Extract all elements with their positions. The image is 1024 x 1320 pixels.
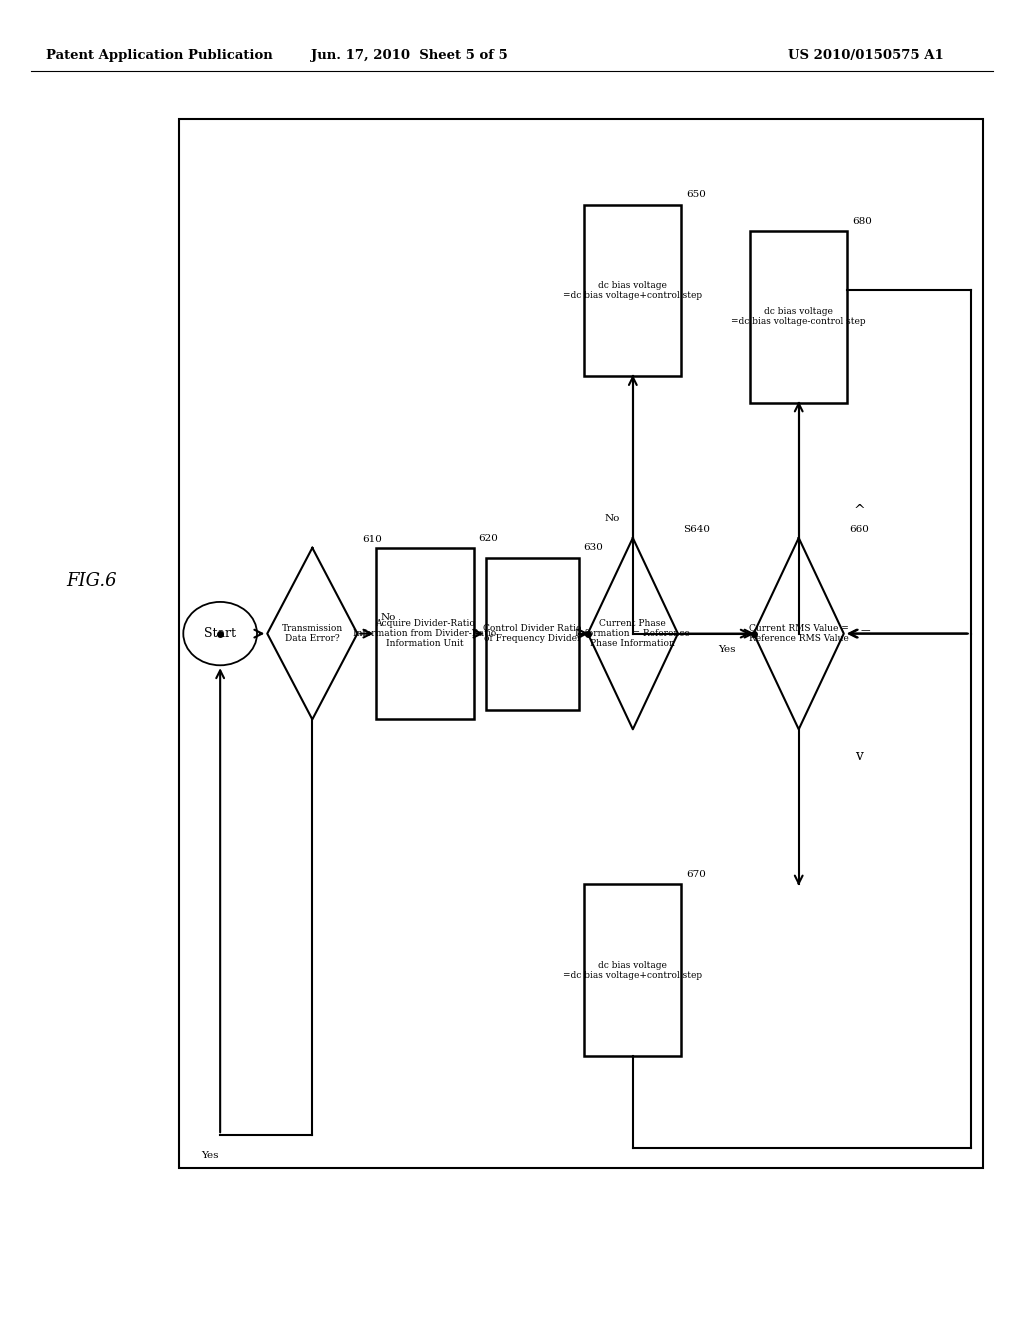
Ellipse shape (183, 602, 257, 665)
Text: Patent Application Publication: Patent Application Publication (46, 49, 272, 62)
Text: No: No (380, 614, 396, 622)
Text: dc bias voltage
=dc bias voltage+control step: dc bias voltage =dc bias voltage+control… (563, 281, 702, 300)
Bar (486, 557, 579, 710)
Text: Yes: Yes (718, 645, 736, 653)
Bar (584, 884, 682, 1056)
Text: =: = (859, 627, 870, 640)
Bar (584, 205, 682, 376)
Text: Start: Start (204, 627, 237, 640)
Text: 610: 610 (362, 535, 382, 544)
Text: Transmission
Data Error?: Transmission Data Error? (282, 624, 343, 643)
Text: Current Phase
Information = Reference
Phase Information: Current Phase Information = Reference Ph… (575, 619, 690, 648)
Text: v: v (855, 748, 863, 763)
Text: Jun. 17, 2010  Sheet 5 of 5: Jun. 17, 2010 Sheet 5 of 5 (311, 49, 508, 62)
Text: S640: S640 (683, 525, 710, 533)
Text: Control Divider Ratio
of Frequency Divider: Control Divider Ratio of Frequency Divid… (483, 624, 582, 643)
Polygon shape (754, 539, 844, 729)
Text: 620: 620 (478, 533, 499, 543)
Text: 630: 630 (584, 544, 603, 552)
Text: Acquire Divider-Ratio
Information from Divider-Ratio
Information Unit: Acquire Divider-Ratio Information from D… (353, 619, 497, 648)
Bar (179, 119, 983, 1168)
Text: 680: 680 (852, 216, 872, 226)
Text: ^: ^ (853, 504, 865, 519)
Text: Current RMS Value =
Reference RMS Value: Current RMS Value = Reference RMS Value (749, 624, 849, 643)
Text: dc bias voltage
=dc bias voltage-control step: dc bias voltage =dc bias voltage-control… (731, 308, 866, 326)
Text: Yes: Yes (201, 1151, 219, 1159)
Polygon shape (588, 539, 678, 729)
Polygon shape (267, 548, 357, 719)
Bar (377, 548, 473, 719)
Text: 650: 650 (686, 190, 707, 199)
Text: 670: 670 (686, 870, 707, 879)
Bar (750, 231, 848, 403)
Text: US 2010/0150575 A1: US 2010/0150575 A1 (788, 49, 944, 62)
Text: 660: 660 (849, 525, 868, 533)
Text: FIG.6: FIG.6 (67, 572, 117, 590)
Text: dc bias voltage
=dc bias voltage+control step: dc bias voltage =dc bias voltage+control… (563, 961, 702, 979)
Text: No: No (604, 513, 621, 523)
